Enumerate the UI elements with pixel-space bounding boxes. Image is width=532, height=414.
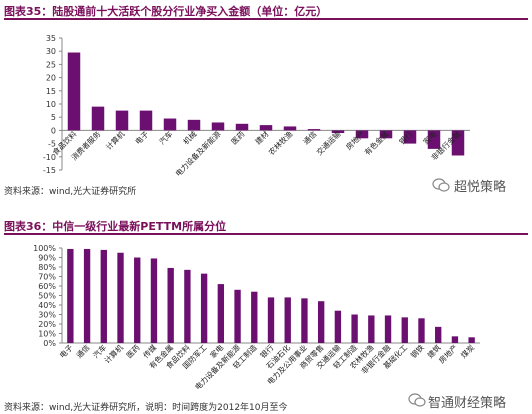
wechat-icon bbox=[408, 392, 426, 411]
bar bbox=[67, 52, 81, 131]
bar bbox=[317, 301, 325, 343]
y-tick-label: 40% bbox=[38, 301, 56, 310]
y-tick-label: -5 bbox=[48, 140, 56, 149]
figure36-watermark: 智通财经策略 bbox=[428, 396, 507, 411]
figure35-source: 资料来源：wind,光大证券研究所 bbox=[4, 187, 137, 197]
bar bbox=[284, 297, 291, 343]
y-tick-label: 30 bbox=[46, 47, 56, 56]
bar bbox=[283, 126, 297, 131]
bar bbox=[334, 310, 342, 343]
category-label: 电子 bbox=[133, 128, 151, 146]
y-tick-label: 35 bbox=[46, 34, 56, 43]
bar bbox=[384, 315, 392, 343]
bar bbox=[435, 326, 442, 343]
bar bbox=[468, 337, 475, 343]
category-label: 建材 bbox=[253, 128, 271, 146]
y-tick-label: 0 bbox=[51, 126, 56, 135]
bar bbox=[355, 130, 369, 139]
y-tick-label: 0% bbox=[43, 339, 56, 348]
bar bbox=[427, 130, 441, 149]
y-tick-label: 80% bbox=[38, 263, 56, 272]
y-tick-label: 20 bbox=[46, 74, 56, 83]
category-label: 通信 bbox=[74, 342, 92, 360]
figure36-title: 图表36：中信一级行业最新PETTM所属分位 bbox=[4, 220, 227, 233]
y-tick-label: 10 bbox=[46, 100, 56, 109]
bar bbox=[115, 110, 129, 131]
y-tick-label: 100% bbox=[33, 244, 56, 253]
bar bbox=[67, 248, 74, 343]
category-label: 医药 bbox=[229, 128, 247, 146]
y-tick-label: -10 bbox=[43, 153, 56, 162]
y-tick-label: 20% bbox=[38, 320, 56, 329]
category-label: 农林牧渔 bbox=[266, 128, 295, 157]
wechat-icon bbox=[432, 177, 450, 196]
bar bbox=[251, 291, 258, 343]
bar bbox=[83, 248, 91, 343]
bar bbox=[234, 289, 241, 343]
category-label: 计算机 bbox=[102, 342, 125, 365]
category-label: 钢铁 bbox=[408, 342, 426, 360]
bar bbox=[139, 110, 153, 131]
bar bbox=[368, 315, 375, 343]
bar bbox=[187, 119, 201, 131]
bar bbox=[150, 258, 158, 343]
figure36-title-rule bbox=[4, 233, 528, 235]
category-label: 医药 bbox=[124, 342, 142, 360]
bar bbox=[117, 252, 124, 343]
bar bbox=[217, 284, 225, 343]
bar bbox=[235, 123, 249, 131]
y-tick-label: 70% bbox=[38, 273, 56, 282]
figure35-watermark: 超悦策略 bbox=[454, 180, 507, 195]
bar bbox=[163, 118, 177, 131]
chart-pe-ttm-percentile: 0%10%20%30%40%50%60%70%80%90%100%电子 通信 汽车计… bbox=[33, 244, 480, 390]
bar bbox=[401, 317, 408, 343]
bar bbox=[451, 130, 465, 156]
figure35-title: 图表35：陆股通前十大活跃个股分行业净买入金额（单位：亿元） bbox=[4, 5, 328, 18]
bar bbox=[307, 129, 321, 131]
y-tick-label: 25 bbox=[46, 60, 56, 69]
category-label: 计算机 bbox=[103, 128, 126, 151]
bar bbox=[184, 269, 191, 343]
bar bbox=[167, 267, 174, 343]
y-tick-label: 90% bbox=[38, 254, 56, 263]
category-label: 煤炭 bbox=[458, 342, 476, 360]
bar bbox=[451, 336, 459, 343]
bar bbox=[100, 249, 107, 343]
bar bbox=[267, 297, 275, 343]
y-tick-label: 50% bbox=[38, 292, 56, 301]
y-tick-label: 5 bbox=[51, 113, 56, 122]
bar bbox=[134, 257, 141, 343]
figure36-source: 资料来源：wind,光大证券研究所，说明：时间跨度为2012年10月至今 bbox=[4, 403, 288, 413]
category-label: 电子 bbox=[57, 342, 75, 360]
bar bbox=[301, 298, 308, 343]
category-label: 汽车 bbox=[157, 128, 175, 146]
bar bbox=[91, 106, 105, 131]
category-label: 机械 bbox=[181, 128, 199, 146]
bar bbox=[259, 125, 273, 131]
bar bbox=[211, 122, 225, 131]
y-tick-label: -15 bbox=[43, 166, 56, 175]
y-tick-label: 60% bbox=[38, 282, 56, 291]
category-label: 交通运输 bbox=[314, 128, 343, 157]
bar bbox=[418, 318, 425, 343]
y-tick-label: 30% bbox=[38, 311, 56, 320]
category-label: 通信 bbox=[301, 128, 319, 146]
y-tick-label: 15 bbox=[46, 87, 56, 96]
figure35-title-rule bbox=[4, 18, 528, 20]
bar bbox=[200, 273, 208, 343]
bar bbox=[351, 314, 358, 343]
bar bbox=[331, 130, 345, 134]
category-label: 房地产 bbox=[436, 342, 459, 365]
bar bbox=[379, 130, 393, 139]
y-tick-label: 10% bbox=[38, 330, 56, 339]
bar bbox=[403, 130, 417, 144]
